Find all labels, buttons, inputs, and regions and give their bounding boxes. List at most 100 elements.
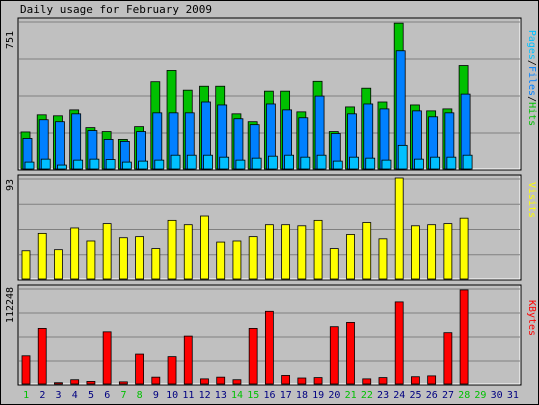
legend-sep-1: / <box>526 60 537 66</box>
bar-pages-day-13 <box>219 156 230 170</box>
bar-visits-day-20 <box>329 248 339 280</box>
bar-pages-day-15 <box>251 157 262 170</box>
bar-pages-day-10 <box>170 154 181 170</box>
bar-visits-day-11 <box>183 224 193 280</box>
bar-kbytes-day-2 <box>37 328 47 385</box>
bar-visits-day-27 <box>443 223 453 280</box>
bar-kbytes-day-26 <box>427 375 437 385</box>
x-tick-label-3: 3 <box>56 390 62 401</box>
bar-pages-day-12 <box>203 154 213 170</box>
bar-visits-day-9 <box>151 248 161 280</box>
x-tick-label-20: 20 <box>328 390 340 401</box>
bar-pages-day-24 <box>397 144 408 170</box>
bar-pages-day-1 <box>24 161 35 170</box>
bar-kbytes-day-13 <box>216 376 226 385</box>
x-tick-label-22: 22 <box>361 390 373 401</box>
bar-pages-day-16 <box>267 155 278 170</box>
bar-files-day-3 <box>55 121 65 170</box>
x-tick-label-13: 13 <box>215 390 227 401</box>
legend-visits: Visits <box>526 182 537 218</box>
bar-kbytes-day-7 <box>118 381 128 385</box>
x-tick-label-18: 18 <box>296 390 308 401</box>
x-tick-label-7: 7 <box>120 390 126 401</box>
bar-visits-day-25 <box>411 225 420 280</box>
bar-visits-day-3 <box>54 249 63 280</box>
legend-kbytes: KBytes <box>526 300 537 336</box>
chart-title: Daily usage for February 2009 <box>20 3 213 16</box>
bar-visits-day-6 <box>102 223 112 280</box>
x-tick-label-17: 17 <box>280 390 292 401</box>
bar-kbytes-day-20 <box>329 326 339 385</box>
legend-hits-files-pages: Pages/Files/Hits <box>526 30 537 126</box>
bar-kbytes-day-15 <box>248 328 258 385</box>
x-tick-label-19: 19 <box>312 390 324 401</box>
x-tick-label-25: 25 <box>410 390 422 401</box>
x-tick-label-23: 23 <box>377 390 389 401</box>
bar-pages-day-27 <box>446 156 457 170</box>
bars <box>20 22 473 385</box>
x-tick-label-5: 5 <box>88 390 94 401</box>
bar-kbytes-day-16 <box>264 310 274 385</box>
bar-pages-day-11 <box>186 154 197 170</box>
bar-pages-day-22 <box>365 157 376 170</box>
bar-kbytes-day-17 <box>281 375 291 385</box>
bar-pages-day-17 <box>284 154 295 170</box>
bar-kbytes-day-11 <box>183 335 193 385</box>
bar-visits-day-18 <box>297 225 307 280</box>
bar-visits-day-12 <box>200 215 209 280</box>
legend-files: Files <box>526 66 537 96</box>
bar-kbytes-day-8 <box>135 353 144 385</box>
y-max-label-hits: 751 <box>5 31 16 49</box>
x-tick-label-31: 31 <box>507 390 519 401</box>
x-tick-label-16: 16 <box>263 390 275 401</box>
bar-visits-day-16 <box>264 224 274 280</box>
bar-kbytes-day-24 <box>394 301 404 385</box>
x-tick-label-6: 6 <box>104 390 110 401</box>
bar-pages-day-19 <box>316 154 327 170</box>
bar-kbytes-day-14 <box>232 379 242 385</box>
bar-pages-day-4 <box>73 159 84 170</box>
x-tick-label-28: 28 <box>458 390 470 401</box>
bar-kbytes-day-1 <box>21 355 31 385</box>
bar-pages-day-23 <box>381 159 392 170</box>
x-tick-label-26: 26 <box>426 390 438 401</box>
bar-kbytes-day-10 <box>167 356 177 385</box>
bar-visits-day-2 <box>37 232 47 280</box>
y-max-label-kbytes: 112248 <box>5 287 16 323</box>
x-tick-label-2: 2 <box>39 390 45 401</box>
bar-kbytes-day-28 <box>459 289 469 385</box>
bar-visits-day-23 <box>378 238 388 280</box>
x-tick-label-30: 30 <box>491 390 503 401</box>
bar-visits-day-8 <box>135 236 144 280</box>
legend-sep-2: / <box>526 96 537 102</box>
bar-visits-day-28 <box>459 217 469 280</box>
bar-pages-day-3 <box>57 164 67 170</box>
bar-kbytes-day-5 <box>86 381 96 385</box>
x-tick-label-29: 29 <box>474 390 486 401</box>
bar-pages-day-25 <box>414 158 424 170</box>
x-tick-label-24: 24 <box>393 390 405 401</box>
bar-visits-day-22 <box>362 222 372 280</box>
x-tick-label-10: 10 <box>166 390 178 401</box>
bar-pages-day-8 <box>138 160 148 170</box>
bar-kbytes-day-9 <box>151 376 161 385</box>
bar-kbytes-day-25 <box>411 376 420 385</box>
bar-visits-day-1 <box>21 250 31 280</box>
bar-pages-day-14 <box>235 159 246 170</box>
bar-visits-day-21 <box>346 234 355 280</box>
bar-kbytes-day-4 <box>70 379 80 385</box>
bar-kbytes-day-21 <box>346 322 355 385</box>
x-tick-label-11: 11 <box>182 390 194 401</box>
bar-pages-day-28 <box>462 154 473 170</box>
x-tick-label-12: 12 <box>199 390 211 401</box>
bar-visits-day-17 <box>281 224 291 280</box>
bar-visits-day-24 <box>394 177 404 280</box>
bar-visits-day-19 <box>313 219 323 280</box>
bar-pages-day-20 <box>332 160 343 170</box>
legend-pages: Pages <box>526 30 537 60</box>
bar-visits-day-15 <box>248 236 258 280</box>
bar-visits-day-10 <box>167 219 177 280</box>
bar-kbytes-day-6 <box>102 331 112 385</box>
bar-pages-day-18 <box>300 156 311 170</box>
